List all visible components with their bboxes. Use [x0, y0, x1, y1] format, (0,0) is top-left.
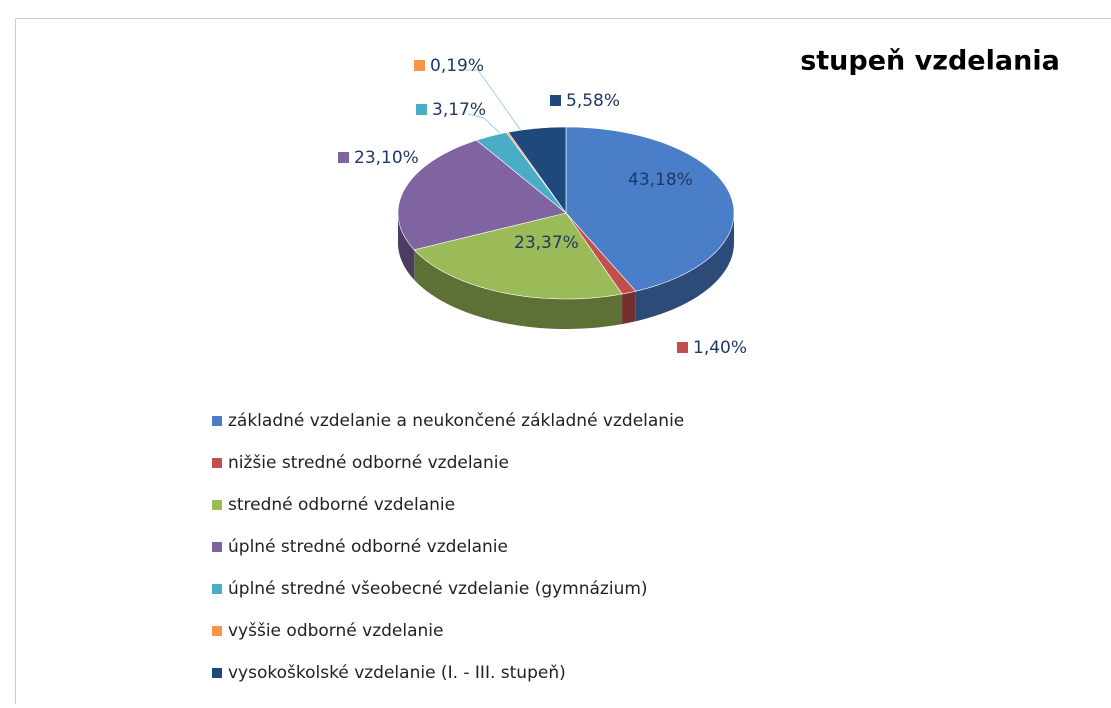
label-key — [612, 174, 623, 185]
data-label: 3,17% — [432, 100, 486, 120]
data-label: 43,18% — [628, 170, 693, 190]
data-label: 0,19% — [430, 56, 484, 76]
legend-key — [212, 542, 222, 552]
label-key — [498, 237, 509, 248]
label-key — [416, 104, 427, 115]
legend-label: základné vzdelanie a neukončené základné… — [228, 411, 684, 431]
legend-key — [212, 584, 222, 594]
data-label: 1,40% — [693, 338, 747, 358]
legend-key — [212, 416, 222, 426]
data-label: 23,10% — [354, 148, 419, 168]
legend-label: úplné stredné všeobecné vzdelanie (gymná… — [228, 579, 648, 599]
legend-key — [212, 626, 222, 636]
legend-label: vyššie odborné vzdelanie — [228, 621, 443, 641]
legend-key — [212, 458, 222, 468]
data-label: 23,37% — [514, 233, 579, 253]
legend-label: vysokoškolské vzdelanie (I. - III. stupe… — [228, 663, 566, 683]
label-key — [414, 60, 425, 71]
label-key — [338, 152, 349, 163]
label-key — [677, 342, 688, 353]
legend-key — [212, 668, 222, 678]
pie-side — [622, 291, 636, 324]
legend-key — [212, 500, 222, 510]
legend-label: stredné odborné vzdelanie — [228, 495, 455, 515]
chart-title: stupeň vzdelania — [800, 46, 1060, 77]
legend-label: nižšie stredné odborné vzdelanie — [228, 453, 509, 473]
chart-border — [16, 19, 1111, 705]
legend-label: úplné stredné odborné vzdelanie — [228, 537, 508, 557]
data-label: 5,58% — [566, 91, 620, 111]
label-key — [550, 95, 561, 106]
